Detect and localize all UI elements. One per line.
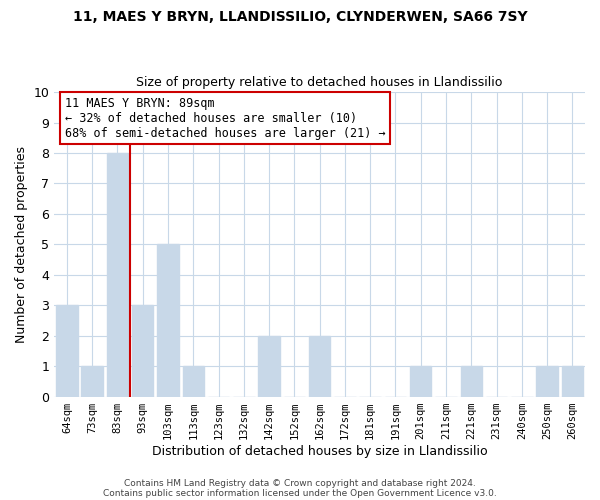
Bar — [107, 153, 128, 396]
Bar — [132, 305, 154, 396]
Bar — [82, 366, 103, 396]
Text: 11, MAES Y BRYN, LLANDISSILIO, CLYNDERWEN, SA66 7SY: 11, MAES Y BRYN, LLANDISSILIO, CLYNDERWE… — [73, 10, 527, 24]
Text: Contains HM Land Registry data © Crown copyright and database right 2024.: Contains HM Land Registry data © Crown c… — [124, 478, 476, 488]
X-axis label: Distribution of detached houses by size in Llandissilio: Distribution of detached houses by size … — [152, 444, 487, 458]
Bar — [461, 366, 482, 396]
Bar — [562, 366, 583, 396]
Bar — [309, 336, 331, 396]
Title: Size of property relative to detached houses in Llandissilio: Size of property relative to detached ho… — [136, 76, 503, 90]
Y-axis label: Number of detached properties: Number of detached properties — [15, 146, 28, 343]
Bar — [410, 366, 431, 396]
Bar — [182, 366, 204, 396]
Text: Contains public sector information licensed under the Open Government Licence v3: Contains public sector information licen… — [103, 488, 497, 498]
Text: 11 MAES Y BRYN: 89sqm
← 32% of detached houses are smaller (10)
68% of semi-deta: 11 MAES Y BRYN: 89sqm ← 32% of detached … — [65, 96, 386, 140]
Bar — [259, 336, 280, 396]
Bar — [157, 244, 179, 396]
Bar — [56, 305, 77, 396]
Bar — [536, 366, 558, 396]
